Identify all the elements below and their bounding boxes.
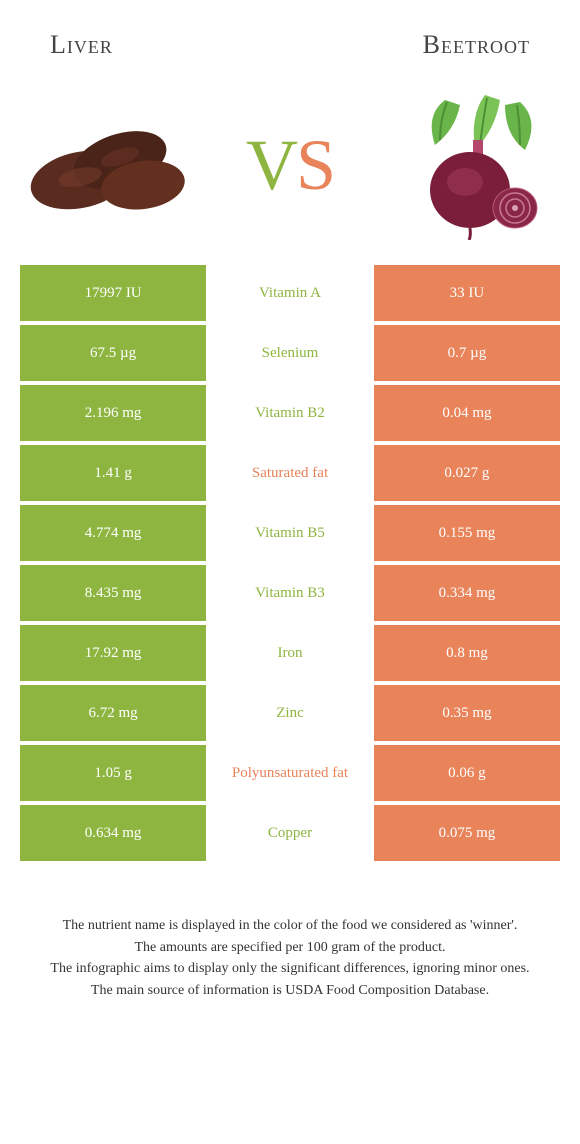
value-left: 17997 IU (20, 265, 206, 321)
value-right: 0.155 mg (374, 505, 560, 561)
vs-s: S (296, 125, 334, 205)
table-row: 2.196 mgVitamin B20.04 mg (20, 385, 560, 441)
value-left: 17.92 mg (20, 625, 206, 681)
nutrient-name: Saturated fat (206, 445, 374, 501)
footer-notes: The nutrient name is displayed in the co… (0, 865, 580, 1002)
value-right: 0.04 mg (374, 385, 560, 441)
nutrient-name: Copper (206, 805, 374, 861)
table-row: 4.774 mgVitamin B50.155 mg (20, 505, 560, 561)
vs-v: V (246, 125, 296, 205)
table-row: 17997 IUVitamin A33 IU (20, 265, 560, 321)
header: Liver Beetroot (0, 0, 580, 80)
value-right: 0.075 mg (374, 805, 560, 861)
nutrient-name: Vitamin B3 (206, 565, 374, 621)
value-left: 0.634 mg (20, 805, 206, 861)
beetroot-image (385, 95, 555, 235)
value-right: 0.06 g (374, 745, 560, 801)
value-right: 0.35 mg (374, 685, 560, 741)
value-left: 1.05 g (20, 745, 206, 801)
title-left: Liver (50, 30, 113, 60)
nutrient-name: Iron (206, 625, 374, 681)
value-left: 6.72 mg (20, 685, 206, 741)
nutrient-name: Vitamin A (206, 265, 374, 321)
nutrient-name: Zinc (206, 685, 374, 741)
table-row: 6.72 mgZinc0.35 mg (20, 685, 560, 741)
value-left: 67.5 µg (20, 325, 206, 381)
table-row: 67.5 µgSelenium0.7 µg (20, 325, 560, 381)
value-left: 2.196 mg (20, 385, 206, 441)
footer-line-3: The infographic aims to display only the… (30, 958, 550, 980)
nutrient-table: 17997 IUVitamin A33 IU67.5 µgSelenium0.7… (20, 265, 560, 861)
liver-image (25, 95, 195, 235)
footer-line-1: The nutrient name is displayed in the co… (30, 915, 550, 937)
table-row: 8.435 mgVitamin B30.334 mg (20, 565, 560, 621)
value-left: 1.41 g (20, 445, 206, 501)
table-row: 1.05 gPolyunsaturated fat0.06 g (20, 745, 560, 801)
vs-label: VS (246, 124, 334, 207)
hero-row: VS (0, 80, 580, 265)
table-row: 1.41 gSaturated fat0.027 g (20, 445, 560, 501)
title-right: Beetroot (423, 30, 530, 60)
value-left: 8.435 mg (20, 565, 206, 621)
footer-line-4: The main source of information is USDA F… (30, 980, 550, 1002)
value-right: 33 IU (374, 265, 560, 321)
nutrient-name: Selenium (206, 325, 374, 381)
nutrient-name: Vitamin B2 (206, 385, 374, 441)
nutrient-name: Vitamin B5 (206, 505, 374, 561)
value-right: 0.027 g (374, 445, 560, 501)
footer-line-2: The amounts are specified per 100 gram o… (30, 937, 550, 959)
value-right: 0.7 µg (374, 325, 560, 381)
nutrient-name: Polyunsaturated fat (206, 745, 374, 801)
value-right: 0.8 mg (374, 625, 560, 681)
value-right: 0.334 mg (374, 565, 560, 621)
value-left: 4.774 mg (20, 505, 206, 561)
table-row: 0.634 mgCopper0.075 mg (20, 805, 560, 861)
table-row: 17.92 mgIron0.8 mg (20, 625, 560, 681)
